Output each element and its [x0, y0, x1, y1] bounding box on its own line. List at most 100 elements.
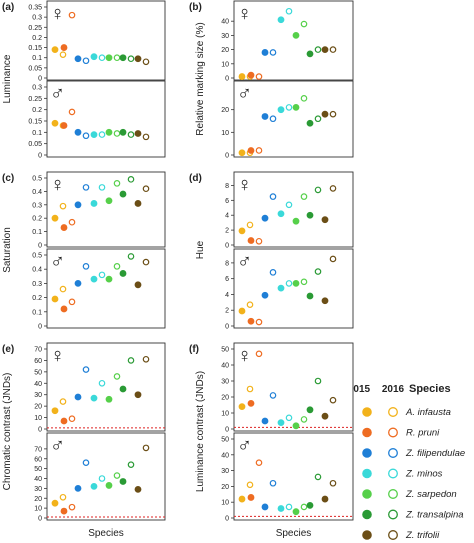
point-2015 [277, 16, 285, 24]
point-2015 [119, 385, 127, 393]
point-2016 [329, 110, 337, 118]
point-2015 [90, 53, 98, 61]
plot-frame [233, 342, 354, 432]
point-2015 [261, 503, 269, 511]
y-tick-label: 70 [34, 446, 42, 453]
point-2015 [261, 214, 269, 222]
legend-marker-2015 [362, 489, 372, 499]
point-2015 [292, 217, 300, 225]
y-tick-label: 50 [221, 347, 229, 354]
point-2016 [59, 202, 67, 210]
legend: 2015 2016 Species [348, 383, 451, 395]
point-2015 [51, 214, 59, 222]
point-2016 [68, 218, 76, 226]
point-2016 [113, 373, 121, 380]
point-2016 [113, 180, 121, 187]
subpanel-f-female: 0 10 20 30 40 50 ♀ [221, 342, 354, 434]
point-2015 [238, 73, 246, 80]
y-tick-label: 20 [221, 107, 229, 114]
point-2015 [292, 280, 300, 287]
y-tick-label: 0.2 [32, 295, 42, 302]
point-2015 [247, 237, 255, 244]
legend-label: Z. transalpina [405, 510, 464, 521]
point-2016 [255, 350, 263, 358]
point-2016 [59, 493, 67, 501]
point-2015 [306, 119, 314, 127]
point-2016 [314, 473, 322, 481]
subpanel-a-male: 0 0.05 0.1 0.15 0.2 0.25 0.3 ♂ [28, 80, 166, 160]
y-tick-label: 0.3 [32, 15, 42, 22]
point-2016 [68, 108, 76, 116]
point-2016 [246, 481, 254, 489]
subpanel-e-male: 0 10 20 30 40 50 60 70 ♂ [34, 432, 166, 523]
point-2016 [142, 185, 150, 193]
point-2015 [261, 113, 269, 120]
point-2015 [321, 495, 329, 503]
subpanel-f-male: 0 10 20 30 40 50 ♂ [221, 432, 354, 523]
y-tick-label: 0.2 [32, 35, 42, 42]
ylabel-c: Saturation [2, 227, 13, 273]
point-2015 [74, 393, 82, 401]
point-2015 [238, 307, 246, 315]
point-2016 [269, 479, 277, 487]
y-tick-label: 60 [34, 456, 42, 463]
y-tick-label: 20 [221, 484, 229, 491]
y-tick-label: 0.25 [28, 25, 42, 32]
point-2016 [127, 176, 135, 183]
subpanel-d-male: 0 2 4 6 8 ♂ [225, 248, 354, 331]
plot-frame [46, 171, 166, 248]
point-2016 [127, 253, 135, 260]
plot-frame [46, 80, 166, 158]
legend-label: Z. minos [405, 469, 443, 480]
point-2016 [255, 237, 263, 245]
y-tick-label: 40 [221, 452, 229, 459]
y-tick-label: 0.3 [32, 281, 42, 288]
point-2016 [127, 131, 135, 138]
legend-item: Z. transalpina [362, 510, 464, 521]
plot-frame [46, 0, 166, 81]
point-2016 [142, 133, 150, 141]
xlabel: Species [276, 528, 312, 539]
y-tick-label: 30 [34, 486, 42, 493]
legend-label: Z. filipendulae [405, 448, 465, 459]
y-tick-label: 0 [225, 324, 229, 331]
y-tick-label: 0.3 [32, 202, 42, 209]
point-2015 [90, 200, 98, 207]
point-2016 [82, 184, 90, 191]
legend-label: R. pruni [406, 428, 440, 439]
y-tick-label: 0 [225, 243, 229, 250]
point-2016 [269, 193, 277, 200]
point-2016 [59, 51, 67, 58]
point-2016 [82, 57, 90, 65]
point-2016 [269, 392, 277, 399]
point-2015 [277, 106, 285, 114]
legend-marker-2016 [388, 407, 398, 417]
point-2015 [119, 270, 127, 277]
subpanel-a-female: 0 0.05 0.1 0.15 0.2 0.25 0.3 0.35 ♀ [28, 0, 166, 83]
subpanel-b-male: 0 10 20 ♂ [221, 80, 354, 160]
point-2016 [127, 461, 135, 468]
point-2016 [98, 379, 106, 387]
point-2015 [60, 44, 68, 51]
point-2015 [247, 317, 255, 325]
male-symbol: ♂ [50, 435, 65, 457]
point-2016 [142, 355, 150, 363]
point-2016 [142, 444, 150, 452]
point-2016 [285, 280, 293, 287]
ylabel-f: Luminance contrast (JNDs) [195, 371, 206, 492]
point-2016 [82, 132, 90, 140]
point-2015 [306, 211, 314, 219]
point-2015 [51, 295, 59, 303]
y-tick-label: 0.5 [32, 176, 42, 183]
y-tick-label: 50 [34, 369, 42, 376]
female-symbol: ♀ [50, 345, 65, 367]
point-2016 [329, 479, 337, 487]
legend-marker-2015 [362, 530, 372, 540]
male-symbol: ♂ [50, 251, 65, 273]
point-2016 [246, 385, 254, 393]
point-2015 [119, 190, 127, 198]
point-2015 [60, 507, 68, 515]
y-tick-label: 0.4 [32, 189, 42, 196]
y-tick-label: 0.4 [32, 267, 42, 274]
point-2016 [98, 184, 106, 191]
